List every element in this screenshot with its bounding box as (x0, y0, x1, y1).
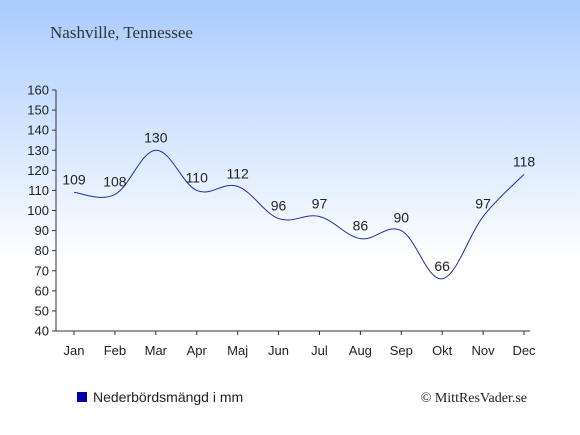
x-tick-label: Feb (104, 343, 126, 358)
y-tick-label: 100 (27, 203, 49, 218)
x-tick-label: Nov (472, 343, 496, 358)
data-label: 90 (393, 210, 409, 226)
x-tick-label: Dec (512, 343, 536, 358)
data-label: 96 (271, 198, 287, 214)
x-tick-label: Jul (311, 343, 328, 358)
data-label: 112 (226, 165, 249, 181)
data-label: 130 (144, 129, 168, 145)
legend-marker (77, 392, 87, 402)
y-tick-label: 50 (35, 303, 49, 318)
data-labels: 109 108 130 110 112 96 97 86 90 66 97 118 (62, 129, 535, 274)
data-label: 108 (103, 173, 127, 189)
x-tick-label: Maj (227, 343, 248, 358)
data-label: 97 (475, 196, 491, 212)
copyright-text: © MittResVader.se (421, 391, 527, 406)
series-line (73, 149, 525, 280)
y-tick-label: 120 (27, 163, 49, 178)
data-label: 110 (186, 169, 209, 185)
legend-label: Nederbördsmängd i mm (93, 389, 243, 405)
x-tick-label: Jun (268, 343, 289, 358)
y-tick-label: 80 (35, 243, 49, 258)
x-tick-label: Apr (187, 343, 208, 358)
y-tick-label: 130 (27, 143, 49, 158)
data-label: 109 (62, 171, 86, 187)
y-tick-label: 70 (35, 263, 49, 278)
data-label: 86 (353, 218, 369, 234)
data-label: 66 (434, 258, 450, 274)
x-tick-label: Okt (432, 343, 453, 358)
y-tick-label: 150 (27, 103, 49, 118)
x-axis-ticks: Jan Feb Mar Apr Maj Jun Jul Aug Sep Okt Nov Dec (64, 331, 536, 358)
data-label: 97 (312, 196, 328, 212)
x-tick-label: Mar (145, 343, 168, 358)
x-tick-label: Aug (349, 343, 372, 358)
x-tick-label: Sep (390, 343, 413, 358)
y-tick-label: 160 (27, 83, 49, 98)
x-tick-label: Jan (64, 343, 85, 358)
y-tick-label: 40 (35, 324, 49, 339)
y-axis-ticks: 40 50 60 70 80 90 100 110 120 130 140 150 160 (27, 83, 56, 339)
location-title: Nashville, Tennessee (50, 23, 193, 42)
y-tick-label: 60 (35, 283, 49, 298)
y-tick-label: 140 (27, 123, 49, 138)
y-tick-label: 90 (35, 223, 49, 238)
y-tick-label: 110 (28, 183, 49, 198)
data-label: 118 (513, 153, 536, 169)
